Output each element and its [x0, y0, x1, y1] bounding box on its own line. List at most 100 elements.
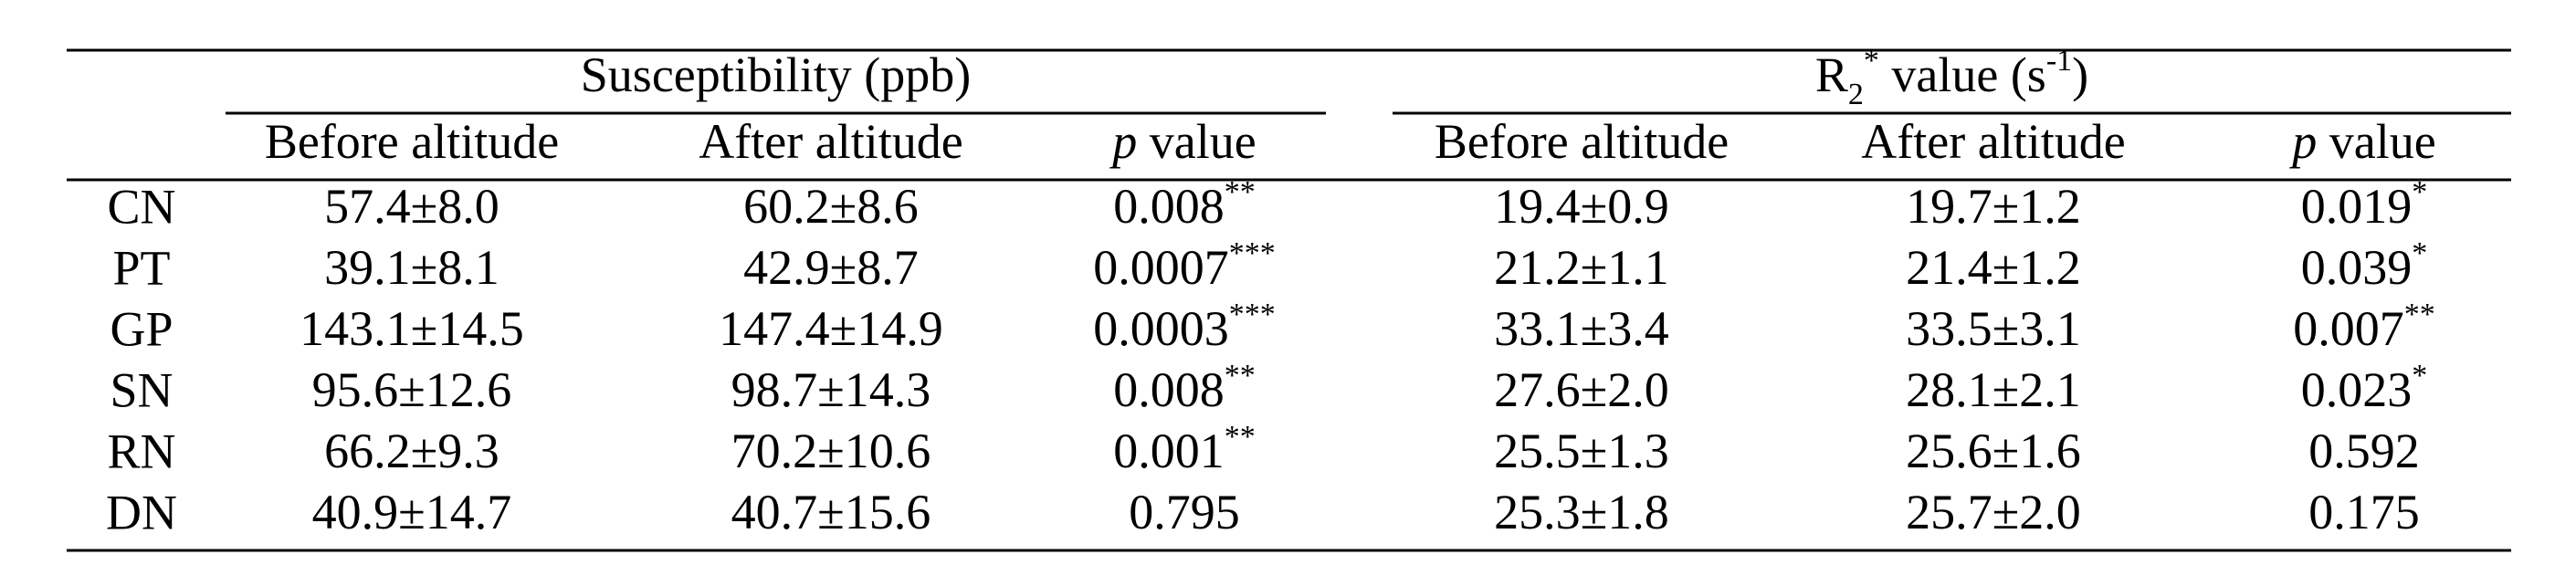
text-part: p — [2288, 114, 2317, 169]
cell: 19.7±1.2 — [1906, 179, 2081, 234]
cell: 39.1±8.1 — [324, 240, 499, 295]
cell-value: 98.7±14.3 — [731, 362, 931, 417]
significance: *** — [1229, 298, 1276, 331]
cell-value: 0.795 — [1129, 485, 1240, 539]
cell: 25.3±1.8 — [1494, 485, 1669, 539]
text-part: Before altitude — [1435, 114, 1729, 169]
cell-value: 57.4±8.0 — [324, 179, 499, 234]
cell: 0.0007*** — [1093, 236, 1276, 295]
row-label: DN — [106, 485, 177, 539]
text-part: value — [1137, 114, 1256, 169]
cell: 21.2±1.1 — [1494, 240, 1669, 295]
cell-value: 21.2±1.1 — [1494, 240, 1669, 295]
cell: 0.008** — [1113, 359, 1256, 417]
cell: 25.7±2.0 — [1906, 485, 2081, 539]
cell: 147.4±14.9 — [719, 301, 943, 356]
column-header: p value — [1109, 114, 1256, 169]
column-header: Before altitude — [1435, 114, 1729, 169]
cell: 98.7±14.3 — [731, 362, 931, 417]
cell: 33.5±3.1 — [1906, 301, 2081, 356]
cell-value: 0.175 — [2308, 485, 2420, 539]
column-header: Before altitude — [265, 114, 559, 169]
row-label: RN — [107, 424, 175, 478]
cell-value: 21.4±1.2 — [1906, 240, 2081, 295]
cell: 0.795 — [1129, 485, 1240, 539]
cell: 57.4±8.0 — [324, 179, 499, 234]
row-label: SN — [110, 362, 173, 417]
cell-value: 143.1±14.5 — [300, 301, 524, 356]
significance: * — [2412, 175, 2427, 209]
cell-value: 95.6±12.6 — [312, 362, 512, 417]
cell-value: 60.2±8.6 — [743, 179, 919, 234]
cell: 33.1±3.4 — [1494, 301, 1669, 356]
cell: 143.1±14.5 — [300, 301, 524, 356]
cell-value: 0.0007 — [1093, 240, 1229, 295]
cell: 25.5±1.3 — [1494, 424, 1669, 478]
cell: 0.592 — [2308, 424, 2420, 478]
cell-value: 28.1±2.1 — [1906, 362, 2081, 417]
significance: ** — [1225, 359, 1256, 392]
cell: 19.4±0.9 — [1494, 179, 1669, 234]
cell: 0.175 — [2308, 485, 2420, 539]
significance: * — [2412, 359, 2427, 392]
significance: ** — [1225, 420, 1256, 454]
text-part: value (s — [1879, 47, 2046, 102]
cell-value: 19.7±1.2 — [1906, 179, 2081, 234]
cell-value: 0.019 — [2301, 179, 2413, 234]
cell-value: 70.2±10.6 — [731, 424, 931, 478]
text-part: value — [2317, 114, 2435, 169]
cell-value: 0.007 — [2293, 301, 2404, 356]
column-header: p value — [2288, 114, 2435, 169]
cell-value: 66.2±9.3 — [324, 424, 499, 478]
cell-value: 39.1±8.1 — [324, 240, 499, 295]
text-part: R — [1815, 47, 1848, 102]
group-header: Susceptibility (ppb) — [581, 47, 971, 102]
cell-value: 25.7±2.0 — [1906, 485, 2081, 539]
cell-value: 147.4±14.9 — [719, 301, 943, 356]
cell: 42.9±8.7 — [743, 240, 919, 295]
cell: 0.0003*** — [1093, 298, 1276, 356]
text-part: p — [1109, 114, 1137, 169]
column-header: After altitude — [699, 114, 962, 169]
text-part: -1 — [2046, 44, 2072, 78]
text-part: 2 — [1848, 78, 1864, 111]
cell: 25.6±1.6 — [1906, 424, 2081, 478]
significance: ** — [2404, 298, 2435, 331]
cell-value: 40.9±14.7 — [312, 485, 512, 539]
cell-value: 33.1±3.4 — [1494, 301, 1669, 356]
text-part: After altitude — [1861, 114, 2125, 169]
cell: 66.2±9.3 — [324, 424, 499, 478]
cell-value: 0.0003 — [1093, 301, 1229, 356]
cell-value: 0.008 — [1113, 179, 1225, 234]
significance: * — [2412, 236, 2427, 270]
cell-value: 0.008 — [1113, 362, 1225, 417]
cell: 95.6±12.6 — [312, 362, 512, 417]
cell: 0.023* — [2301, 359, 2428, 417]
cell: 0.001** — [1113, 420, 1256, 478]
text-part: ) — [2072, 47, 2088, 102]
cell-value: 19.4±0.9 — [1494, 179, 1669, 234]
text-part: Before altitude — [265, 114, 559, 169]
text-part: After altitude — [699, 114, 962, 169]
cell: 0.008** — [1113, 175, 1256, 234]
cell: 70.2±10.6 — [731, 424, 931, 478]
cell: 28.1±2.1 — [1906, 362, 2081, 417]
group-header: R2* value (s-1) — [1815, 44, 2088, 111]
row-label: PT — [112, 240, 170, 295]
significance: ** — [1225, 175, 1256, 209]
cell-value: 33.5±3.1 — [1906, 301, 2081, 356]
cell-value: 25.3±1.8 — [1494, 485, 1669, 539]
cell-value: 40.7±15.6 — [731, 485, 931, 539]
significance: *** — [1229, 236, 1276, 270]
cell: 0.019* — [2301, 175, 2428, 234]
text-part: * — [1864, 44, 1879, 78]
cell: 0.039* — [2301, 236, 2428, 295]
column-header: After altitude — [1861, 114, 2125, 169]
cell: 0.007** — [2293, 298, 2435, 356]
cell-value: 27.6±2.0 — [1494, 362, 1669, 417]
cell-value: 42.9±8.7 — [743, 240, 919, 295]
cell: 21.4±1.2 — [1906, 240, 2081, 295]
cell-value: 0.023 — [2301, 362, 2413, 417]
